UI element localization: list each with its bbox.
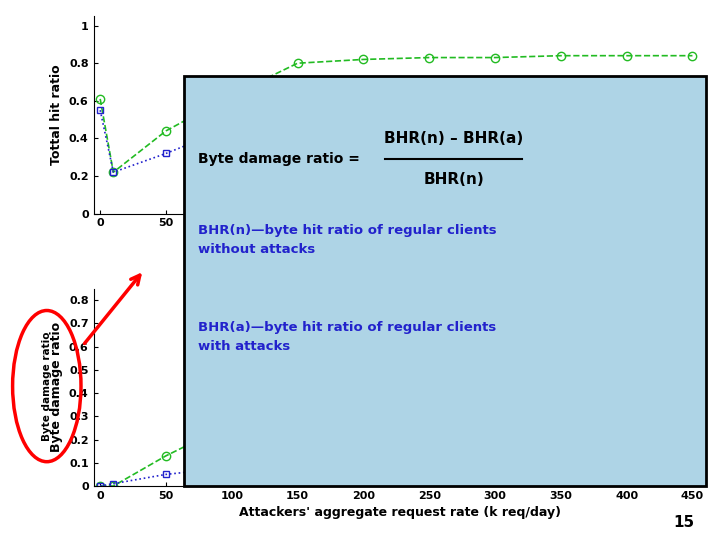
Text: 15: 15 [674, 515, 695, 530]
X-axis label: Attackers' aggregate request rate (k req/day): Attackers' aggregate request rate (k req… [238, 507, 561, 519]
Y-axis label: Tottal hit ratio: Tottal hit ratio [50, 65, 63, 165]
Text: BHR(n)—byte hit ratio of regular clients
without attacks: BHR(n)—byte hit ratio of regular clients… [198, 224, 497, 256]
Text: BHR(a)—byte hit ratio of regular clients
with attacks: BHR(a)—byte hit ratio of regular clients… [198, 321, 496, 354]
Text: Byte damage ratio =: Byte damage ratio = [198, 152, 360, 166]
Text: Byte damage ratio: Byte damage ratio [42, 332, 52, 441]
Legend: LRU: LRU [632, 462, 700, 481]
Y-axis label: Byte damage ratio: Byte damage ratio [50, 322, 63, 453]
Text: BHR(n) – BHR(a): BHR(n) – BHR(a) [384, 131, 523, 146]
Text: BHR(n): BHR(n) [423, 172, 484, 187]
